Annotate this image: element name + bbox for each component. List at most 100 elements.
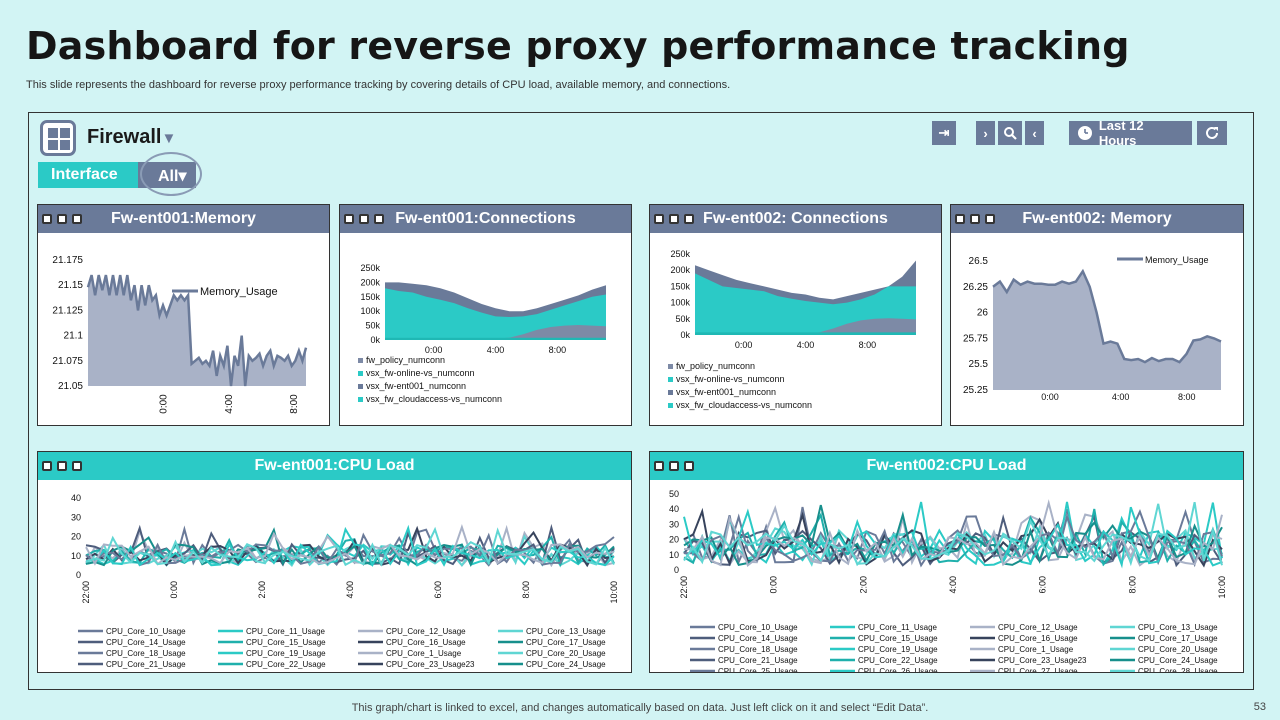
firewall-dropdown[interactable]: Firewall▼ — [87, 126, 176, 149]
memory-area — [993, 271, 1221, 390]
panel-title: Fw-ent002: Memory — [1022, 210, 1172, 227]
x-tick-label: 8:00 — [859, 340, 877, 350]
x-tick-label: 8:00 — [521, 581, 531, 599]
chart-fw2-connections[interactable]: 250k 200k 150k 100k 50k 0k 0:00 4:00 8:00 fw_poli… — [650, 233, 941, 425]
x-tick-label: 10:00 — [609, 581, 619, 604]
x-tick-label: 2:00 — [858, 576, 868, 594]
exit-button[interactable]: ⇥ — [932, 121, 956, 145]
search-button[interactable] — [998, 121, 1022, 145]
y-tick-label: 21.05 — [58, 381, 83, 392]
legend-label: CPU_Core_20_Usage — [1138, 645, 1218, 654]
legend-label: CPU_Core_17_Usage — [526, 638, 606, 647]
y-tick-label: 26 — [977, 308, 989, 319]
y-tick-label: 0 — [674, 565, 679, 575]
cpu-series-line — [683, 501, 1223, 566]
legend-label: CPU_Core_25_Usage — [106, 671, 186, 672]
panel-header: Fw-ent002:CPU Load — [650, 452, 1243, 480]
y-tick-label: 20 — [669, 535, 679, 545]
refresh-icon — [1206, 126, 1218, 139]
y-tick-label: 21.125 — [52, 305, 83, 316]
legend-label: CPU_Core_25_Usage — [718, 667, 798, 672]
legend-label: CPU_Core_21_Usage — [718, 656, 798, 665]
time-range-button[interactable]: Last 12 Hours — [1069, 118, 1192, 148]
legend-label: CPU_Core_10_Usage — [718, 623, 798, 632]
x-tick-label: 0:00 — [769, 576, 779, 594]
x-tick-label: 0:00 — [1041, 392, 1059, 402]
cpu-series-line — [683, 508, 1223, 568]
panel-fw1-cpu: Fw-ent001:CPU Load 40 30 20 10 0 22:00 0:00 2:0… — [37, 451, 632, 673]
chart-fw2-memory[interactable]: 26.5 26.25 26 25.75 25.5 25.25 0:00 4:00 8:00 Mem… — [951, 233, 1243, 425]
panel-header: Fw-ent001:Connections — [340, 205, 631, 233]
cpu-series-line — [85, 525, 615, 568]
chart-fw1-connections[interactable]: 250k 200k 150k 100k 50k 0k 0:00 4:00 8:00 fw_poli… — [340, 233, 631, 425]
grid-icon[interactable] — [40, 120, 76, 156]
chart-fw1-memory[interactable]: 21.175 21.15 21.125 21.1 21.075 21.05 0:00 4:00… — [38, 233, 329, 425]
series-online-vs — [695, 273, 916, 335]
x-tick-label: 0:00 — [169, 581, 179, 599]
legend-label: vsx_fw-online-vs_numconn — [676, 374, 785, 384]
x-tick-label: 4:00 — [487, 345, 505, 355]
legend-label: CPU_Core_16_Usage — [386, 638, 466, 647]
y-tick-label: 0k — [680, 330, 690, 340]
legend-label: CPU_Core_24_Usage — [526, 660, 606, 669]
x-tick-label: 4:00 — [948, 576, 958, 594]
firewall-label: Firewall — [87, 126, 162, 148]
cpu-series-line — [683, 504, 1223, 567]
exit-icon: ⇥ — [938, 125, 950, 140]
legend-label: CPU_Core_28_Usage — [1138, 667, 1218, 672]
x-tick-label: 4:00 — [797, 340, 815, 350]
legend-label: CPU_Core_27_Usage — [998, 667, 1078, 672]
y-tick-label: 21.075 — [52, 356, 83, 367]
memory-line — [992, 268, 1222, 364]
legend-swatch — [358, 371, 363, 376]
series-cloudaccess — [695, 318, 916, 335]
x-tick-label: 0:00 — [735, 340, 753, 350]
legend-label: CPU_Core_13_Usage — [1138, 623, 1218, 632]
search-icon — [1004, 127, 1017, 140]
chart-fw2-cpu[interactable]: 50 40 30 20 10 022:00 0:00 2:00 4:00 6:00 8:00 10:0… — [650, 480, 1243, 672]
legend-label: CPU_Core_28_Usage — [526, 671, 606, 672]
x-tick-label: 8:00 — [1178, 392, 1196, 402]
legend-label: CPU_Core_15_Usage — [246, 638, 326, 647]
legend-label: CPU_Core_20_Usage — [526, 649, 606, 658]
panel-fw2-memory: Fw-ent002: Memory 26.5 26.25 26 25.75 25.5 25… — [950, 204, 1244, 426]
panel-title: Fw-ent002:CPU Load — [866, 457, 1027, 474]
panel-fw2-connections: Fw-ent002: Connections 250k 200k 150k 100k 5… — [649, 204, 942, 426]
y-tick-label: 250k — [360, 263, 380, 273]
window-dots — [955, 214, 995, 224]
x-tick-label: 0:00 — [425, 345, 443, 355]
panel-header: Fw-ent002: Memory — [951, 205, 1243, 233]
refresh-button[interactable] — [1197, 121, 1227, 145]
legend-label: Memory_Usage — [200, 286, 278, 298]
window-dots — [42, 461, 82, 471]
y-tick-label: 26.25 — [963, 282, 988, 293]
window-dots — [654, 461, 694, 471]
legend-label: CPU_Core_15_Usage — [858, 634, 938, 643]
panel-fw2-cpu: Fw-ent002:CPU Load 50 40 30 20 10 0 22:00 0:00 2… — [649, 451, 1244, 673]
legend-swatch — [358, 397, 363, 402]
cpu-series-line — [85, 524, 615, 568]
x-tick-label: 4:00 — [224, 394, 235, 414]
legend-swatch — [668, 390, 673, 395]
legend-label: CPU_Core_23_Usage23 — [998, 656, 1087, 665]
next-button[interactable]: › — [976, 121, 995, 145]
panel-title: Fw-ent001:CPU Load — [254, 457, 415, 474]
cpu-series-line — [85, 526, 615, 567]
y-tick-label: 0 — [76, 570, 81, 580]
legend-label: fw_policy_numconn — [366, 355, 445, 365]
legend-label: CPU_Core_26_Usage — [246, 671, 326, 672]
chart-fw1-cpu[interactable]: 40 30 20 10 022:00 0:00 2:00 4:00 6:00 8:00 10:00 C… — [38, 480, 631, 672]
page-subtitle: This slide represents the dashboard for … — [26, 79, 731, 91]
y-tick-label: 25.75 — [963, 333, 988, 344]
y-tick-label: 25.25 — [963, 385, 988, 396]
prev-button[interactable]: ‹ — [1025, 121, 1044, 145]
chevron-right-icon: › — [983, 125, 988, 141]
panel-title: Fw-ent002: Connections — [703, 210, 888, 227]
chevron-left-icon: ‹ — [1032, 125, 1037, 141]
legend-label: CPU_Core_22_Usage — [246, 660, 326, 669]
window-dots — [344, 214, 384, 224]
x-tick-label: 0:00 — [158, 394, 169, 414]
legend-label: CPU_Core_14_Usage — [106, 638, 186, 647]
legend-label: vsx_fw-online-vs_numconn — [366, 368, 475, 378]
memory-line — [86, 274, 308, 387]
